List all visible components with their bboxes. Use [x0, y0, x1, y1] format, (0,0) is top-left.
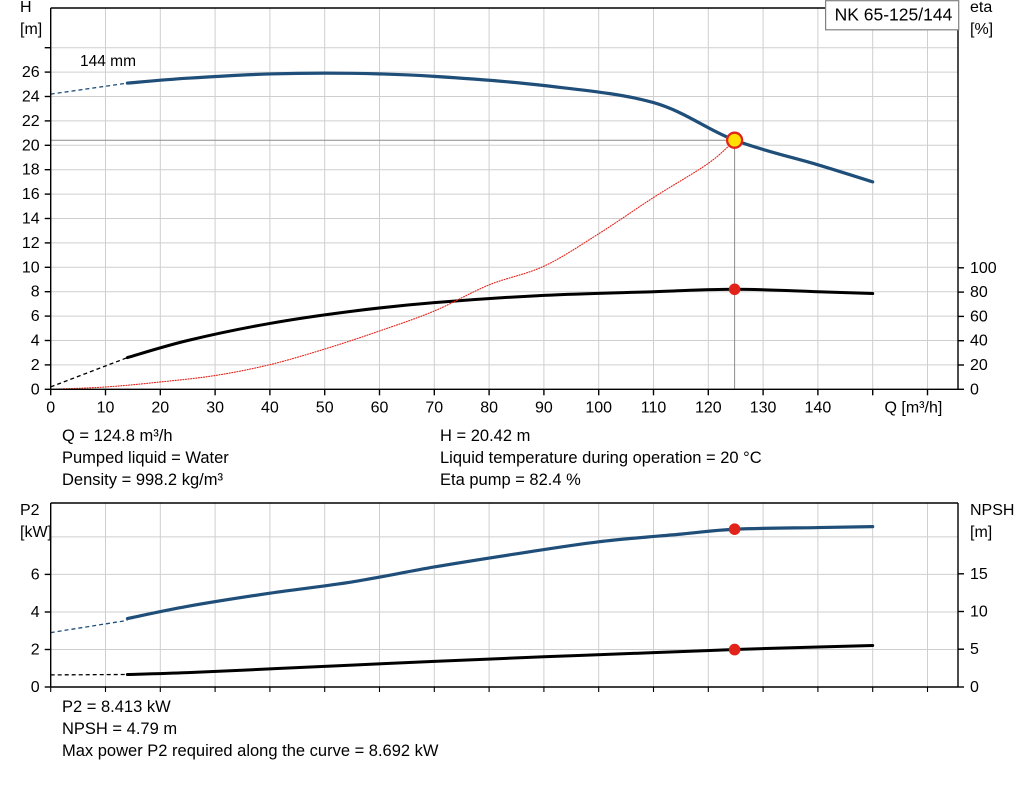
svg-text:NPSH: NPSH: [970, 502, 1014, 519]
svg-text:130: 130: [750, 399, 777, 416]
svg-text:24: 24: [22, 89, 40, 106]
svg-text:10: 10: [97, 399, 115, 416]
svg-text:22: 22: [22, 113, 40, 130]
svg-text:144 mm: 144 mm: [80, 53, 136, 70]
svg-text:40: 40: [261, 399, 279, 416]
svg-text:Liquid temperature during oper: Liquid temperature during operation = 20…: [440, 449, 762, 467]
svg-text:0: 0: [31, 381, 40, 398]
svg-text:12: 12: [22, 235, 40, 252]
svg-text:70: 70: [425, 399, 443, 416]
svg-text:0: 0: [970, 679, 979, 696]
svg-text:eta: eta: [970, 0, 992, 16]
svg-text:P2 = 8.413 kW: P2 = 8.413 kW: [62, 698, 171, 716]
svg-text:16: 16: [22, 186, 40, 203]
svg-text:18: 18: [22, 162, 40, 179]
svg-text:P2: P2: [20, 502, 40, 519]
svg-text:[m]: [m]: [20, 21, 42, 38]
svg-text:Pumped liquid = Water: Pumped liquid = Water: [62, 449, 229, 467]
svg-text:10: 10: [970, 604, 988, 621]
svg-text:6: 6: [31, 566, 40, 583]
svg-text:60: 60: [970, 308, 988, 325]
svg-text:100: 100: [585, 399, 612, 416]
svg-text:100: 100: [970, 260, 997, 277]
svg-text:20: 20: [970, 357, 988, 374]
svg-text:110: 110: [641, 399, 667, 416]
svg-text:14: 14: [22, 211, 40, 228]
svg-text:Q [m³/h]: Q [m³/h]: [885, 399, 943, 416]
svg-text:10: 10: [22, 259, 40, 276]
svg-text:6: 6: [31, 308, 40, 325]
svg-text:0: 0: [46, 399, 55, 416]
svg-text:0: 0: [970, 381, 979, 398]
svg-text:80: 80: [970, 284, 988, 301]
svg-text:[m]: [m]: [970, 524, 992, 541]
svg-text:Density = 998.2 kg/m³: Density = 998.2 kg/m³: [62, 471, 223, 489]
svg-text:H = 20.42 m: H = 20.42 m: [440, 427, 530, 445]
svg-text:30: 30: [206, 399, 224, 416]
svg-text:5: 5: [970, 641, 979, 658]
svg-text:20: 20: [151, 399, 169, 416]
svg-text:4: 4: [31, 604, 40, 621]
svg-text:8: 8: [31, 284, 40, 301]
svg-text:[%]: [%]: [970, 21, 993, 38]
svg-text:50: 50: [316, 399, 334, 416]
svg-text:40: 40: [970, 333, 988, 350]
svg-text:4: 4: [31, 333, 40, 350]
svg-text:[kW]: [kW]: [20, 524, 52, 541]
svg-text:140: 140: [805, 399, 832, 416]
svg-text:15: 15: [970, 566, 988, 583]
svg-text:90: 90: [535, 399, 553, 416]
svg-text:2: 2: [31, 642, 40, 659]
svg-text:Eta pump = 82.4 %: Eta pump = 82.4 %: [440, 471, 581, 489]
svg-text:0: 0: [31, 679, 40, 696]
svg-text:Q = 124.8 m³/h: Q = 124.8 m³/h: [62, 427, 173, 445]
svg-text:Max power P2 required along th: Max power P2 required along the curve = …: [62, 742, 439, 760]
svg-text:NPSH = 4.79 m: NPSH = 4.79 m: [62, 720, 177, 738]
svg-text:NK 65-125/144: NK 65-125/144: [835, 5, 953, 25]
svg-text:60: 60: [371, 399, 389, 416]
svg-text:H: H: [20, 0, 32, 16]
svg-text:80: 80: [480, 399, 498, 416]
svg-text:20: 20: [22, 137, 40, 154]
svg-text:120: 120: [695, 399, 722, 416]
svg-text:26: 26: [22, 64, 40, 81]
svg-text:2: 2: [31, 357, 40, 374]
